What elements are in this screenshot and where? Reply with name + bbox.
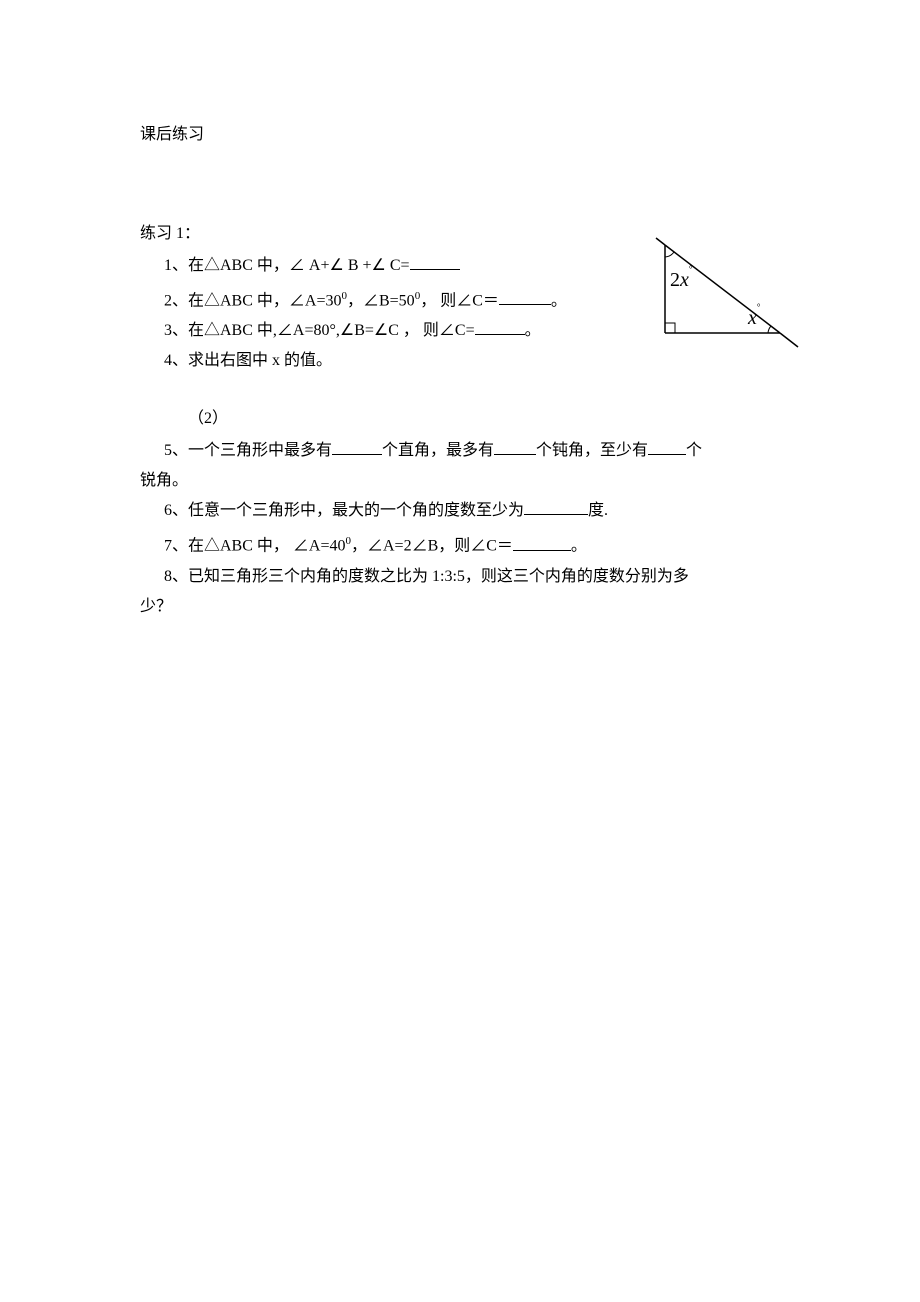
q1-text: 1、在△ABC 中，∠ A+∠ B +∠ C= [164,257,410,274]
q7-suffix: 。 [571,538,587,555]
blank [332,439,382,455]
q5-p3: 个钝角，至少有 [536,442,648,459]
triangle-figure: 2x° x° [650,235,800,340]
triangle-svg [650,235,800,350]
q7-p2: ，∠A=2∠B，则∠C＝ [351,538,513,555]
blank [475,319,525,335]
label-2x-var: x [680,269,689,291]
header-title: 课后练习 [140,120,780,144]
q8-p2: 少？ [140,598,172,615]
bottom-right-angle-arc [768,326,771,333]
blank [494,439,536,455]
bottom-extension [780,333,798,347]
question-5: 5、一个三角形中最多有 个直角，最多有 个钝角，至少有 个 [140,436,780,466]
q4-text: 4、求出右图中 x 的值。 [164,352,332,369]
q3-suffix: 。 [525,322,541,339]
blank [513,535,571,551]
q2-p1: 2、在△ABC 中，∠A=30 [164,292,341,309]
question-paren: （2） [140,404,780,434]
q2-p2: ，∠B=50 [347,292,415,309]
question-7: 7、在△ABC 中， ∠A=400，∠A=2∠B，则∠C＝。 [140,526,780,561]
blank [524,499,588,515]
label-2x: 2x° [670,269,693,292]
top-extension [656,238,665,245]
q7-p1: 7、在△ABC 中， ∠A=40 [164,538,345,555]
q6-p1: 6、任意一个三角形中，最大的一个角的度数至少为 [164,502,524,519]
q2-suffix: 。 [551,292,567,309]
q8-p1: 8、已知三角形三个内角的度数之比为 1:3:5，则这三个内角的度数分别为多 [164,568,689,585]
right-angle-marker [665,323,675,333]
blank [648,439,686,455]
deg-1: ° [689,264,693,274]
question-6: 6、任意一个三角形中，最大的一个角的度数至少为 度. [140,496,780,526]
label-x-var: x [748,307,757,329]
q3-p1: 3、在△ABC 中,∠A=80°,∠B=∠C ， 则∠C= [164,322,475,339]
deg-2: ° [757,302,761,312]
blank [499,289,551,305]
top-angle-arc [665,252,674,257]
blank [410,254,460,270]
question-4: 4、求出右图中 x 的值。 [140,346,780,376]
q5-p2: 个直角，最多有 [382,442,494,459]
q5-p5: 锐角。 [140,472,188,489]
question-8-cont: 少？ [140,592,780,622]
question-5-cont: 锐角。 [140,466,780,496]
q6-p2: 度. [588,502,608,519]
q5-p4: 个 [686,442,702,459]
question-8: 8、已知三角形三个内角的度数之比为 1:3:5，则这三个内角的度数分别为多 [140,562,780,592]
label-2x-num: 2 [670,269,680,291]
q5-p1: 5、一个三角形中最多有 [164,442,332,459]
label-x: x° [748,307,761,330]
q2-p3: ， 则∠C＝ [420,292,499,309]
